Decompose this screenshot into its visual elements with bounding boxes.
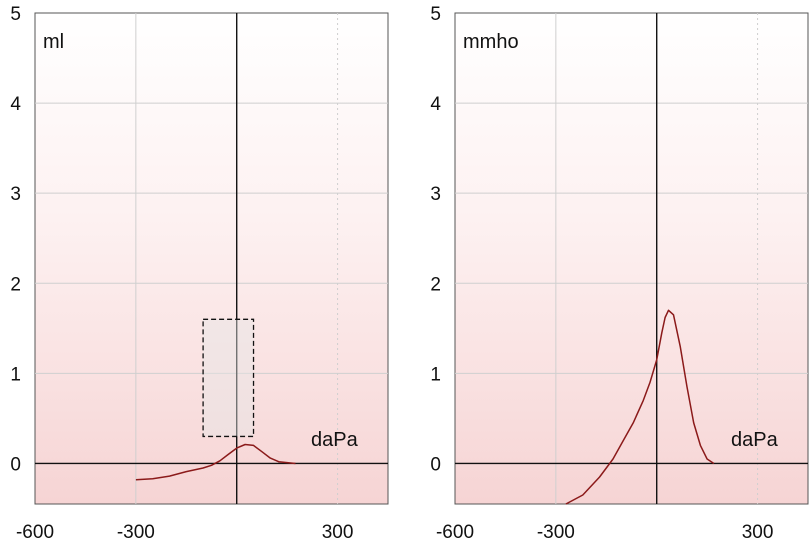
left-gridlines xyxy=(35,13,388,504)
right-plot-area xyxy=(454,12,809,505)
right-axes xyxy=(455,13,808,504)
left-series-line-0 xyxy=(135,443,296,481)
right-y-tick-label: 0 xyxy=(430,454,441,475)
left-plot-area xyxy=(34,12,389,505)
right-x-tick-label: 300 xyxy=(742,522,774,543)
left-x-tick-label: 300 xyxy=(322,522,354,543)
left-normal-range-box xyxy=(202,318,255,438)
left-y-tick-label: 4 xyxy=(10,94,21,115)
right-series xyxy=(565,309,715,505)
left-axes xyxy=(35,13,388,504)
right-series-line-0 xyxy=(565,309,715,505)
right-y-tick-label: 3 xyxy=(430,184,441,205)
right-y-tick-label: 1 xyxy=(430,364,441,385)
left-x-tick-label: -600 xyxy=(16,522,54,543)
right-y-tick-labels: 0 1 2 3 4 5 xyxy=(430,4,441,475)
left-y-tick-label: 0 xyxy=(10,454,21,475)
right-x-unit-label: daPa xyxy=(731,429,779,451)
left-series xyxy=(135,443,296,481)
right-y-tick-label: 5 xyxy=(430,4,441,25)
left-x-tick-label: -300 xyxy=(117,522,155,543)
right-y-tick-label: 2 xyxy=(430,274,441,295)
left-y-tick-label: 3 xyxy=(10,184,21,205)
left-chart-panel: 0 1 2 3 4 5 -600 -300 300 ml daPa xyxy=(10,4,389,543)
left-reference-box xyxy=(202,318,255,438)
left-y-tick-label: 5 xyxy=(10,4,21,25)
left-y-tick-label: 2 xyxy=(10,274,21,295)
right-y-tick-label: 4 xyxy=(430,94,441,115)
left-y-unit-label: ml xyxy=(43,31,64,53)
right-y-unit-label: mmho xyxy=(463,31,519,53)
left-x-unit-label: daPa xyxy=(311,429,359,451)
right-x-tick-labels: -600 -300 300 xyxy=(436,522,773,543)
left-y-tick-label: 1 xyxy=(10,364,21,385)
right-gridlines xyxy=(455,13,808,504)
left-y-tick-labels: 0 1 2 3 4 5 xyxy=(10,4,21,475)
right-chart-panel: 0 1 2 3 4 5 -600 -300 300 mmho daPa xyxy=(430,4,809,543)
left-x-tick-labels: -600 -300 300 xyxy=(16,522,353,543)
right-x-tick-label: -600 xyxy=(436,522,474,543)
right-x-tick-label: -300 xyxy=(537,522,575,543)
